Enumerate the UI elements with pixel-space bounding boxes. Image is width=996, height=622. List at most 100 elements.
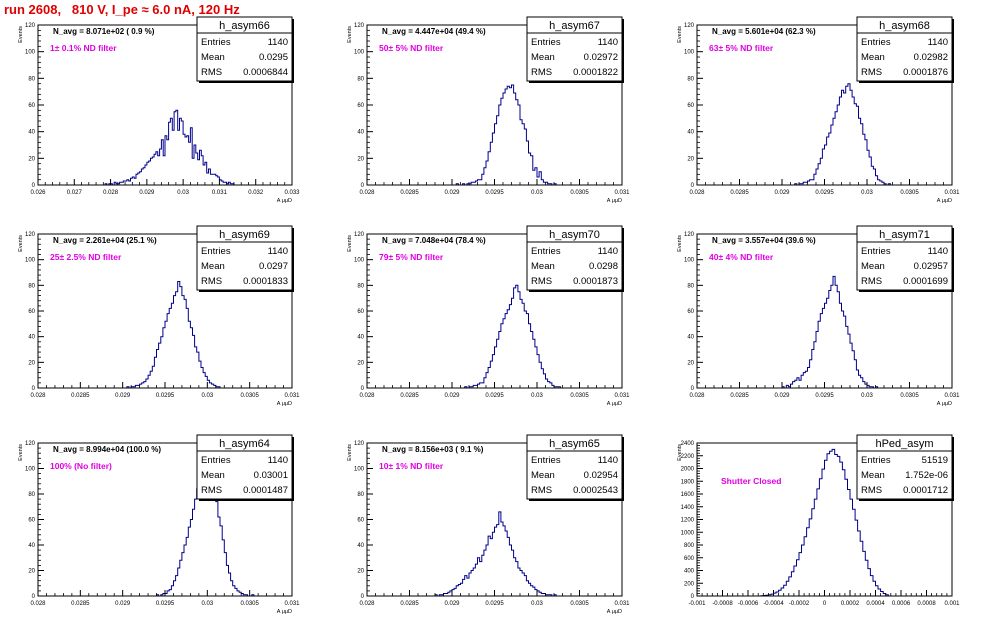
x-tick-label: 0.0295 [815,190,834,196]
y-axis-title: Events [677,444,683,461]
x-tick-label: 0.03 [531,393,543,399]
x-axis-title: A μμD [607,198,622,204]
stat-label: Mean [861,52,885,63]
y-tick-label: 0 [691,594,695,600]
histogram-name: h_asym65 [549,438,600,450]
x-tick-label: 0.03 [531,190,543,196]
stat-label: Entries [531,455,561,466]
y-tick-label: 120 [354,441,365,447]
x-tick-label: 0.03 [177,190,189,196]
stat-label: RMS [531,485,552,496]
y-tick-label: 40 [687,130,694,136]
stat-value: 1140 [598,37,618,48]
x-tick-label: 0.029 [444,601,460,607]
y-tick-label: 60 [28,309,35,315]
x-tick-label: 0.0295 [485,190,504,196]
y-tick-label: 120 [684,23,695,29]
y-tick-label: 1200 [681,518,695,524]
x-tick-label: 0.03 [201,393,213,399]
x-tick-label: 0.0295 [485,393,504,399]
x-tick-label: 0.0305 [570,601,589,607]
stat-value: 1140 [598,455,618,466]
x-tick-label: -0.001 [688,601,706,607]
stat-value: 1140 [268,455,288,466]
y-tick-label: 100 [25,258,36,264]
y-tick-label: 0 [361,594,365,600]
filter-label: 63± 5% ND filter [709,43,774,53]
y-tick-label: 1000 [681,530,695,536]
filter-label: Shutter Closed [721,476,781,486]
y-tick-label: 60 [357,103,364,109]
stats-box: h_asym68 Entries 1140 Mean 0.02982 RMS 0.00018… [856,16,954,83]
histogram-panel: 0.028 0.0285 0.029 0.0295 0.03 0.0305 0.031 0 20… [677,225,960,407]
y-tick-label: 20 [357,569,364,575]
y-tick-label: 40 [357,335,364,341]
y-tick-label: 1600 [681,492,695,498]
stat-value: 1140 [268,246,288,257]
x-tick-label: -0.0006 [738,601,759,607]
stats-box: hPed_asym Entries 51519 Mean 1.752e-06 RMS 0.0… [856,434,954,501]
x-axis-title: A μμD [937,198,952,204]
y-tick-label: 60 [357,518,364,524]
x-tick-label: -0.0008 [712,601,733,607]
histogram-panel: 0.028 0.0285 0.029 0.0295 0.03 0.0305 0.031 0 20… [347,434,630,615]
y-tick-label: 20 [357,360,364,366]
filter-label: 40± 4% ND filter [709,252,774,262]
n-avg-label: N_avg = 5.601e+04 (62.3 %) [712,27,816,36]
stat-label: RMS [201,276,222,287]
n-avg-label: N_avg = 3.557e+04 (39.6 %) [712,236,816,245]
y-tick-label: 2000 [681,467,695,473]
y-tick-label: 40 [28,543,35,549]
y-tick-label: 100 [354,258,365,264]
stat-label: RMS [531,276,552,287]
x-axis-title: A μμD [607,609,622,615]
stat-value: 0.0001873 [573,276,618,287]
y-tick-label: 60 [687,309,694,315]
x-tick-label: 0.0305 [240,601,259,607]
x-tick-label: 0.028 [359,601,375,607]
y-tick-label: 120 [354,232,365,238]
stat-value: 0.0001712 [903,485,948,496]
stat-label: RMS [861,67,882,78]
histogram-panel: 0.028 0.0285 0.029 0.0295 0.03 0.0305 0.031 0 20… [677,16,960,204]
histogram-name: h_asym70 [549,229,600,241]
y-tick-label: 100 [684,50,695,56]
x-tick-label: 0.03 [531,601,543,607]
y-tick-label: 100 [25,50,36,56]
x-tick-label: 0.031 [284,393,300,399]
x-tick-label: 0.0305 [570,393,589,399]
y-tick-label: 80 [357,492,364,498]
histogram-series [464,284,571,389]
stat-value: 0.0001822 [573,67,618,78]
x-tick-label: 0.031 [284,601,300,607]
x-tick-label: 0.0295 [815,393,834,399]
stats-box: h_asym69 Entries 1140 Mean 0.0297 RMS 0.000183… [196,225,294,292]
x-tick-label: 0.031 [614,601,630,607]
histogram-name: h_asym71 [879,229,930,241]
y-tick-label: 100 [684,258,695,264]
y-tick-label: 20 [28,569,35,575]
stat-label: Mean [861,470,885,481]
x-tick-label: 0.033 [284,190,300,196]
x-tick-label: 0.029 [444,190,460,196]
stat-label: RMS [861,485,882,496]
stat-value: 0.02954 [584,470,618,481]
x-axis-title: A μμD [937,401,952,407]
stat-value: 1140 [268,37,288,48]
histogram-series [99,109,235,186]
y-tick-label: 0 [361,183,365,189]
x-tick-label: 0.032 [248,190,264,196]
y-tick-label: 80 [687,283,694,289]
histogram-panel: 0.028 0.0285 0.029 0.0295 0.03 0.0305 0.031 0 20… [18,434,300,615]
n-avg-label: N_avg = 4.447e+04 (49.4 %) [382,27,486,36]
y-tick-label: 80 [28,283,35,289]
stat-label: RMS [531,67,552,78]
stat-label: Entries [861,37,891,48]
y-axis-title: Events [347,26,353,43]
stat-label: Entries [201,455,231,466]
y-tick-label: 20 [357,156,364,162]
n-avg-label: N_avg = 8.071e+02 ( 0.9 %) [53,27,155,36]
x-tick-label: 0.0008 [917,601,936,607]
y-tick-label: 120 [25,232,36,238]
filter-label: 10± 1% ND filter [379,461,444,471]
